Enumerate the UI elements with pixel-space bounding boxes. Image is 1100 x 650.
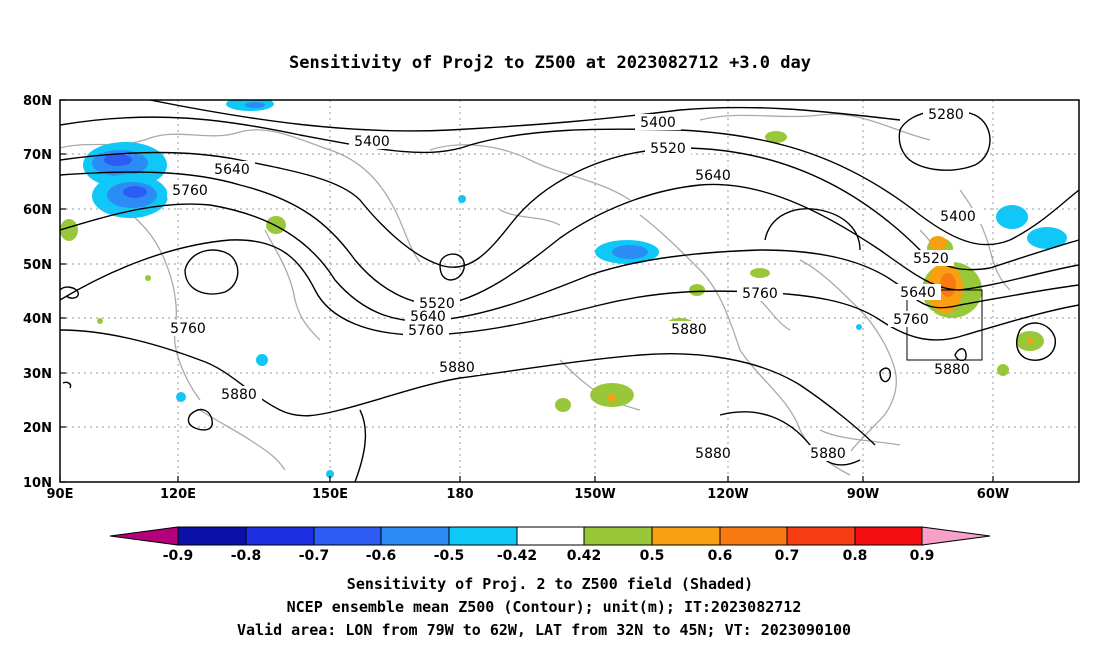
colorbar-segment [651,526,721,546]
lon-label: 150E [312,487,348,502]
contour-label: 5640 [690,167,736,184]
colorbar-tick: 0.9 [910,548,935,564]
contour-label: 5880 [929,361,975,378]
svg-text:5400: 5400 [940,209,976,225]
svg-text:5880: 5880 [221,387,257,403]
colorbar-high-arrow [921,526,991,546]
contour-label: 5880 [690,445,736,462]
lon-label: 150W [574,487,615,502]
axis-tick-marks [59,99,994,483]
map-panel: 5280 5400 5400 5400 5520 5520 5520 5640 … [23,94,1080,502]
colorbar-tick: -0.8 [231,548,262,564]
contour-label: 5760 [403,322,449,339]
svg-text:5880: 5880 [695,446,731,462]
figure-captions: Sensitivity of Proj. 2 to Z500 field (Sh… [237,575,851,639]
contour-label: 5400 [349,133,395,150]
colorbar-tick: 0.7 [775,548,800,564]
contour-label: 5760 [888,311,934,328]
contour-label: 5640 [895,284,941,301]
lon-label: 120E [160,487,196,502]
colorbar-tick: 0.42 [567,548,602,564]
contour-label: 5400 [935,208,981,225]
contour-label: 5520 [645,140,691,157]
colorbar-segment [245,526,315,546]
contour-labels: 5280 5400 5400 5400 5520 5520 5520 5640 … [165,106,981,462]
lat-label: 10N [23,476,52,491]
colorbar-tick: -0.42 [497,548,537,564]
figure-title: Sensitivity of Proj2 to Z500 at 20230827… [289,53,811,73]
lat-label: 50N [23,258,52,273]
contour-label: 5880 [434,359,480,376]
svg-text:5280: 5280 [928,107,964,123]
colorbar-segment [516,526,585,546]
colorbar-segment [380,526,450,546]
contour-label: 5880 [666,321,712,338]
svg-text:5760: 5760 [742,286,778,302]
contour-label: 5520 [908,250,954,267]
colorbar-segment [583,526,653,546]
colorbar-tick: -0.6 [366,548,397,564]
svg-text:5520: 5520 [913,251,949,267]
svg-text:5640: 5640 [214,162,250,178]
colorbar-tick-labels: -0.9 -0.8 -0.7 -0.6 -0.5 -0.42 0.42 0.5 … [163,548,935,564]
colorbar-segment [448,526,518,546]
colorbar-segment [786,526,856,546]
svg-text:5760: 5760 [408,323,444,339]
colorbar-segment [854,526,923,546]
svg-text:5880: 5880 [934,362,970,378]
svg-text:5640: 5640 [900,285,936,301]
svg-text:5640: 5640 [695,168,731,184]
contour-label: 5880 [216,386,262,403]
contour-label: 5760 [737,285,783,302]
colorbar-tick: 0.8 [843,548,868,564]
lon-axis-labels: 90E 120E 150E 180 150W 120W 90W 60W [47,487,1010,502]
svg-text:5400: 5400 [640,115,676,131]
colorbar-segment [719,526,788,546]
contour-label: 5400 [635,114,681,131]
lat-axis-labels: 80N 70N 60N 50N 40N 30N 20N 10N [23,94,52,491]
lat-label: 20N [23,421,52,436]
lon-label: 90E [47,487,74,502]
svg-text:5760: 5760 [170,321,206,337]
lon-label: 180 [446,487,473,502]
colorbar-segment [177,526,247,546]
lon-label: 90W [847,487,879,502]
colorbar-segment [313,526,382,546]
lon-label: 120W [707,487,748,502]
contour-label: 5280 [923,106,969,123]
svg-text:5400: 5400 [354,134,390,150]
colorbar-tick: 0.6 [708,548,733,564]
caption-line-2: NCEP ensemble mean Z500 (Contour); unit(… [287,598,802,616]
lat-label: 80N [23,94,52,109]
lon-label: 60W [977,487,1009,502]
svg-text:5640: 5640 [410,309,446,325]
colorbar-tick: 0.5 [640,548,665,564]
contour-label: 5640 [405,308,451,325]
svg-text:5880: 5880 [439,360,475,376]
colorbar-tick: -0.9 [163,548,194,564]
caption-line-3: Valid area: LON from 79W to 62W, LAT fro… [237,621,851,639]
map-frame [59,99,1080,483]
colorbar: -0.9 -0.8 -0.7 -0.6 -0.5 -0.42 0.42 0.5 … [109,526,991,564]
colorbar-tick: -0.5 [434,548,465,564]
lat-label: 70N [23,148,52,163]
colorbar-tick: -0.7 [299,548,330,564]
lat-label: 60N [23,203,52,218]
contour-label: 5880 [805,445,851,462]
contour-label: 5760 [165,320,211,337]
lat-label: 30N [23,367,52,382]
colorbar-low-arrow [109,526,179,546]
lat-label: 40N [23,312,52,327]
contour-label: 5640 [209,161,255,178]
contour-label: 5760 [167,182,213,199]
caption-line-1: Sensitivity of Proj. 2 to Z500 field (Sh… [347,575,753,593]
svg-text:5760: 5760 [172,183,208,199]
svg-text:5520: 5520 [650,141,686,157]
svg-text:5760: 5760 [893,312,929,328]
svg-text:5880: 5880 [671,322,707,338]
svg-text:5880: 5880 [810,446,846,462]
